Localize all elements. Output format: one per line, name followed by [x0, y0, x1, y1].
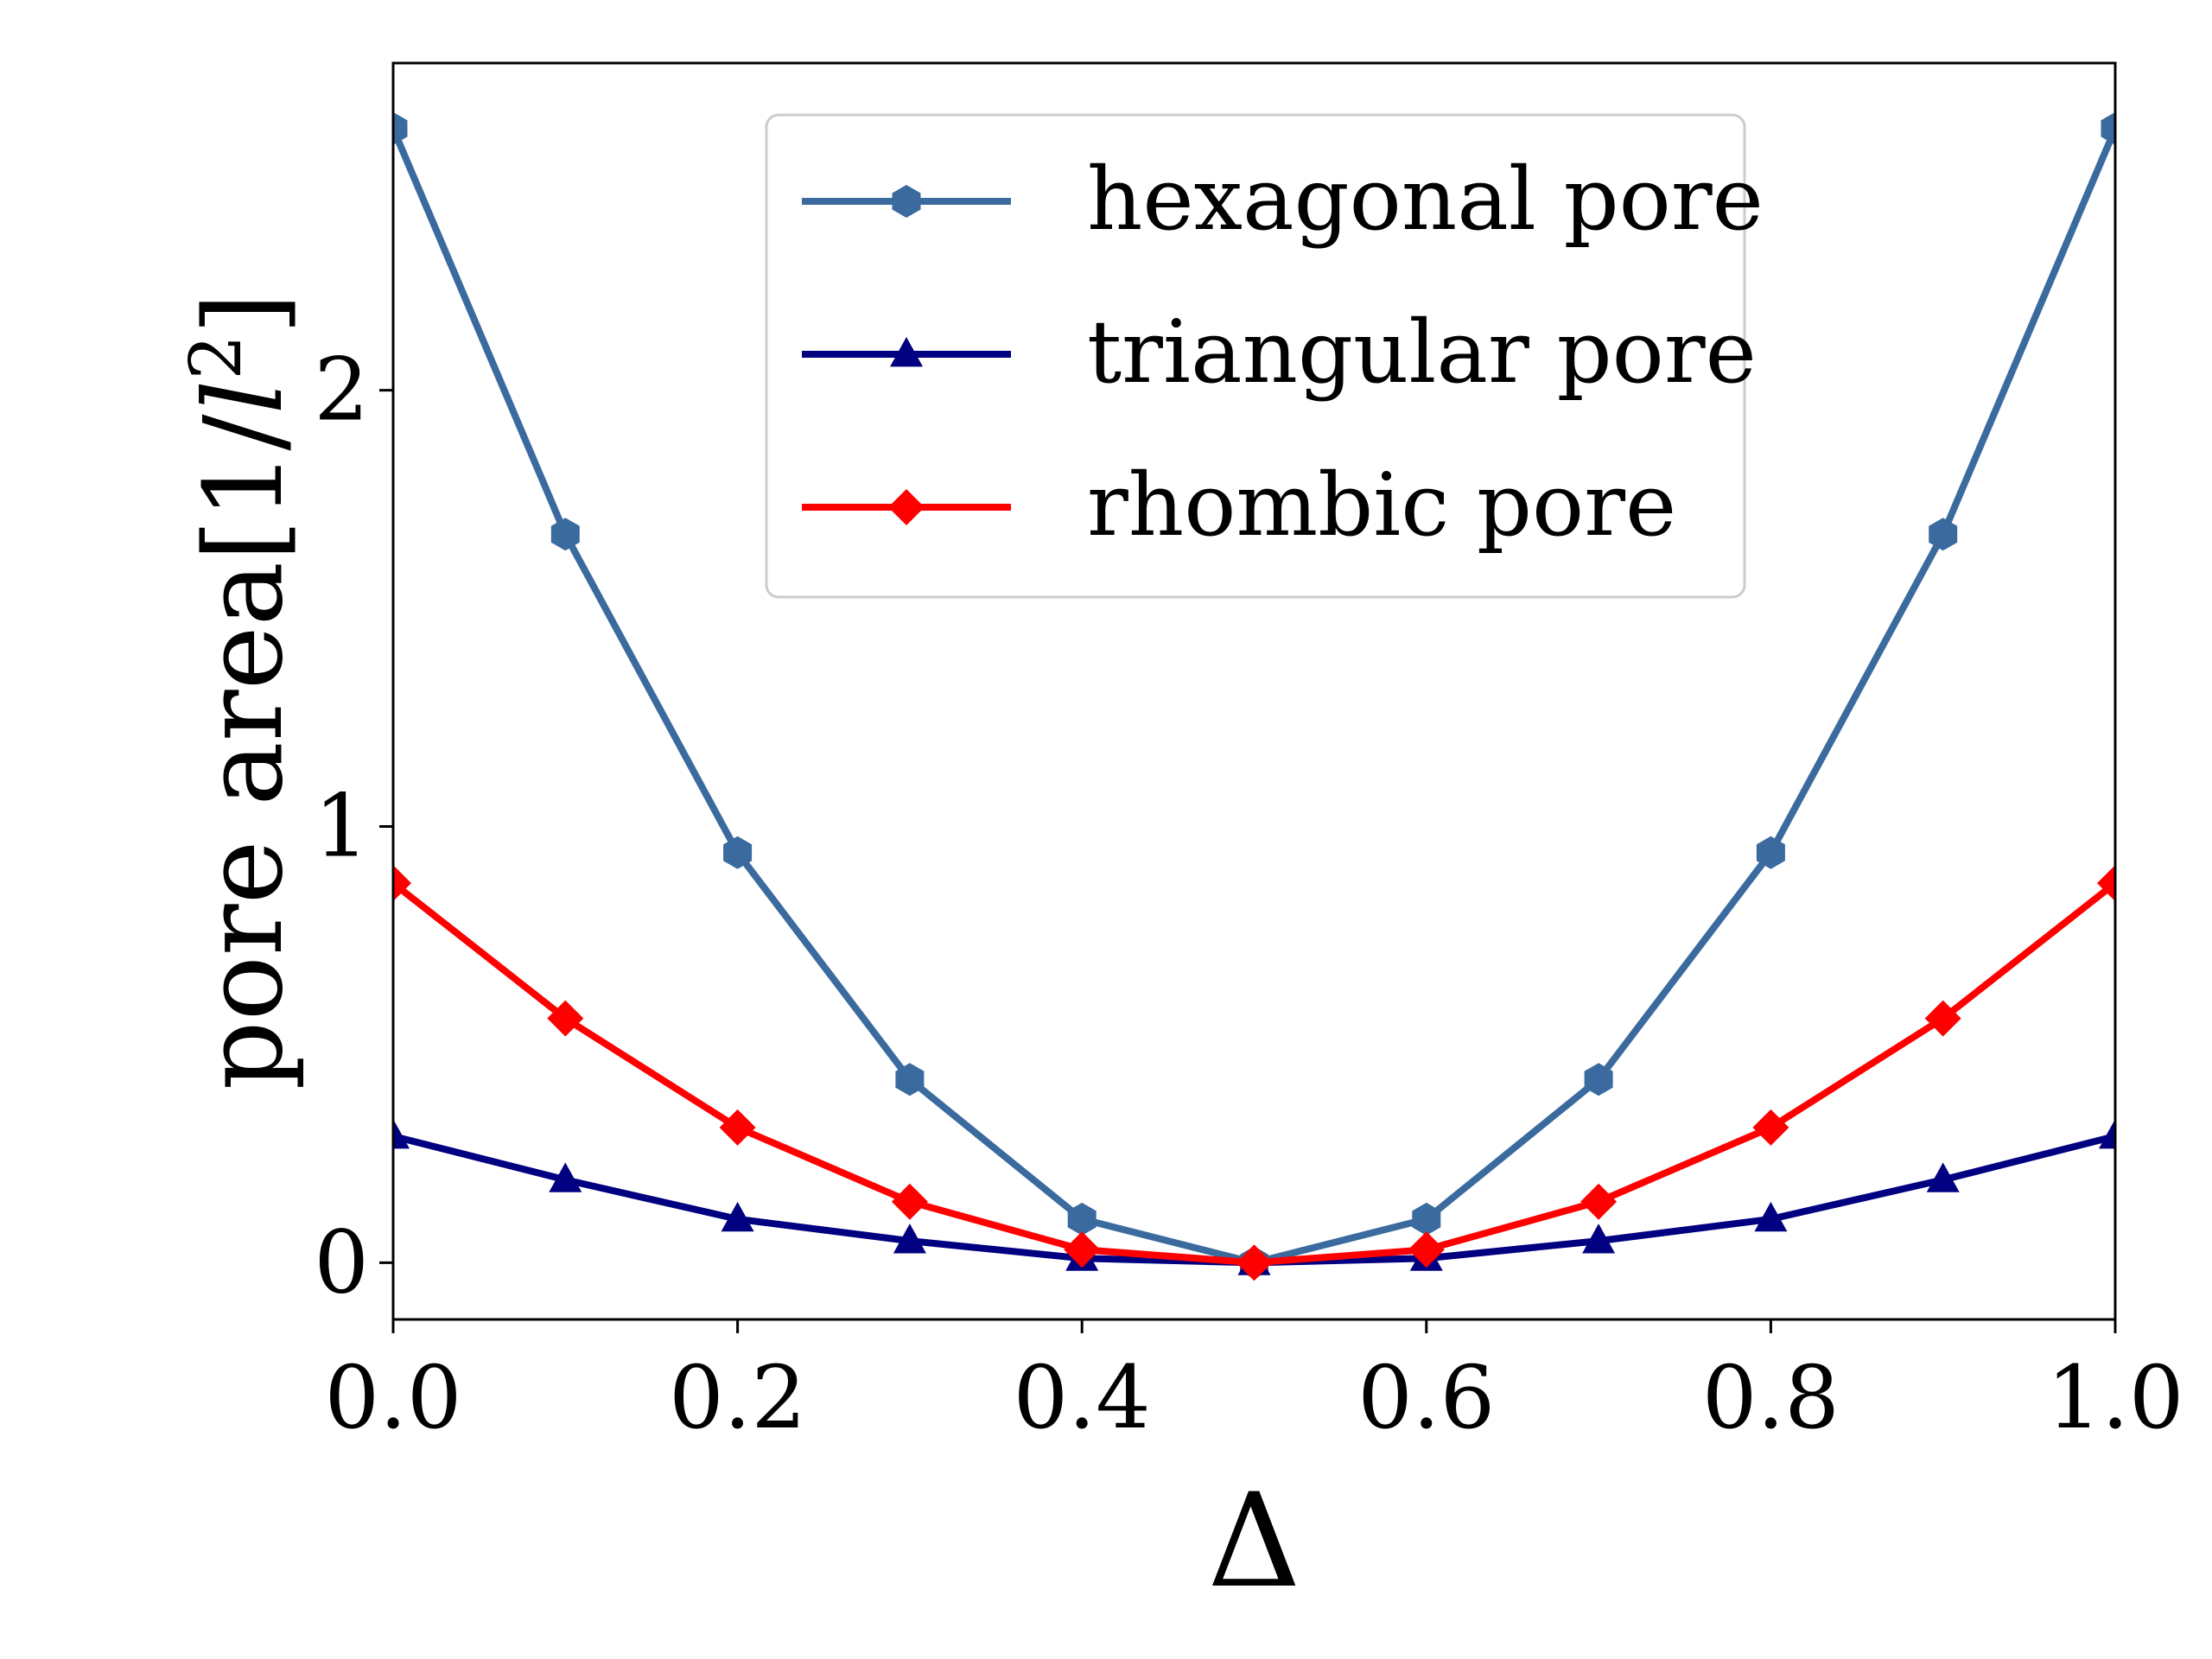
data-point-rhombic — [1580, 1183, 1618, 1220]
data-point-rhombic — [547, 1000, 584, 1037]
legend-item-rhombic: rhombic pore — [802, 454, 1676, 556]
y-axis-label-units: [1/ — [181, 414, 307, 562]
data-point-rhombic — [2097, 865, 2115, 902]
data-point-triangular — [2099, 1119, 2115, 1149]
y-axis-label-main: pore area — [181, 562, 307, 1090]
x-tick-label: 0.6 — [1357, 1347, 1495, 1448]
legend-frame — [765, 113, 1746, 599]
legend: hexagonal pore triangular pore rhombic por… — [765, 113, 1764, 599]
data-point-rhombic — [1408, 1231, 1445, 1268]
series-group — [393, 111, 2115, 1281]
data-point-triangular — [893, 1224, 926, 1254]
legend-label-rhombic: rhombic pore — [1087, 454, 1676, 556]
data-point-triangular — [1754, 1201, 1788, 1232]
y-tick-label: 1 — [314, 776, 369, 877]
data-point-rhombic — [1064, 1231, 1101, 1268]
data-point-triangular — [1926, 1162, 1960, 1192]
x-axis-label: Δ — [1207, 1466, 1300, 1617]
data-point-hexagonal — [393, 111, 408, 145]
data-point-hexagonal — [1584, 1063, 1613, 1096]
data-point-rhombic — [891, 1183, 928, 1220]
x-tick-label: 0.4 — [1014, 1347, 1151, 1448]
y-axis-label: pore area[1/l2] — [175, 293, 308, 1090]
data-point-hexagonal — [1929, 518, 1958, 551]
data-point-triangular — [549, 1162, 582, 1192]
y-tick-label: 2 — [314, 340, 369, 441]
data-point-triangular — [393, 1119, 410, 1149]
data-point-triangular — [1582, 1224, 1616, 1254]
data-point-rhombic — [1236, 1244, 1273, 1281]
legend-item-triangular: triangular pore — [802, 302, 1757, 403]
legend-label-triangular: triangular pore — [1087, 302, 1757, 403]
y-tick-label: 0 — [314, 1211, 369, 1313]
data-point-hexagonal — [723, 836, 753, 869]
legend-marker-triangular — [890, 337, 923, 367]
plot-frame — [391, 61, 2117, 1321]
data-point-hexagonal — [2101, 111, 2115, 145]
data-point-rhombic — [719, 1109, 756, 1146]
data-point-hexagonal — [1067, 1202, 1096, 1236]
legend-marker-hexagonal — [892, 185, 921, 218]
data-point-hexagonal — [1412, 1202, 1441, 1236]
legend-label-hexagonal: hexagonal pore — [1087, 149, 1764, 250]
legend-marker-rhombic — [888, 489, 925, 525]
y-axis-label-var: l — [181, 380, 307, 415]
x-tick-label: 0.8 — [1702, 1347, 1840, 1448]
x-tick-label: 1.0 — [2046, 1347, 2183, 1448]
x-tick-label: 0.2 — [669, 1347, 806, 1448]
data-point-hexagonal — [895, 1063, 925, 1096]
data-point-rhombic — [1924, 1000, 1961, 1037]
data-point-triangular — [721, 1201, 754, 1232]
x-tick-label: 0.0 — [324, 1347, 461, 1448]
y-axis-label-exp: 2 — [175, 334, 257, 379]
data-point-hexagonal — [550, 518, 580, 551]
y-axis-label-close: ] — [181, 293, 307, 335]
legend-item-hexagonal: hexagonal pore — [802, 149, 1764, 250]
data-point-rhombic — [393, 865, 411, 902]
data-point-rhombic — [1752, 1109, 1789, 1146]
data-point-hexagonal — [1756, 836, 1785, 869]
plot-area — [393, 111, 2115, 1281]
series-rhombic — [393, 865, 2115, 1281]
